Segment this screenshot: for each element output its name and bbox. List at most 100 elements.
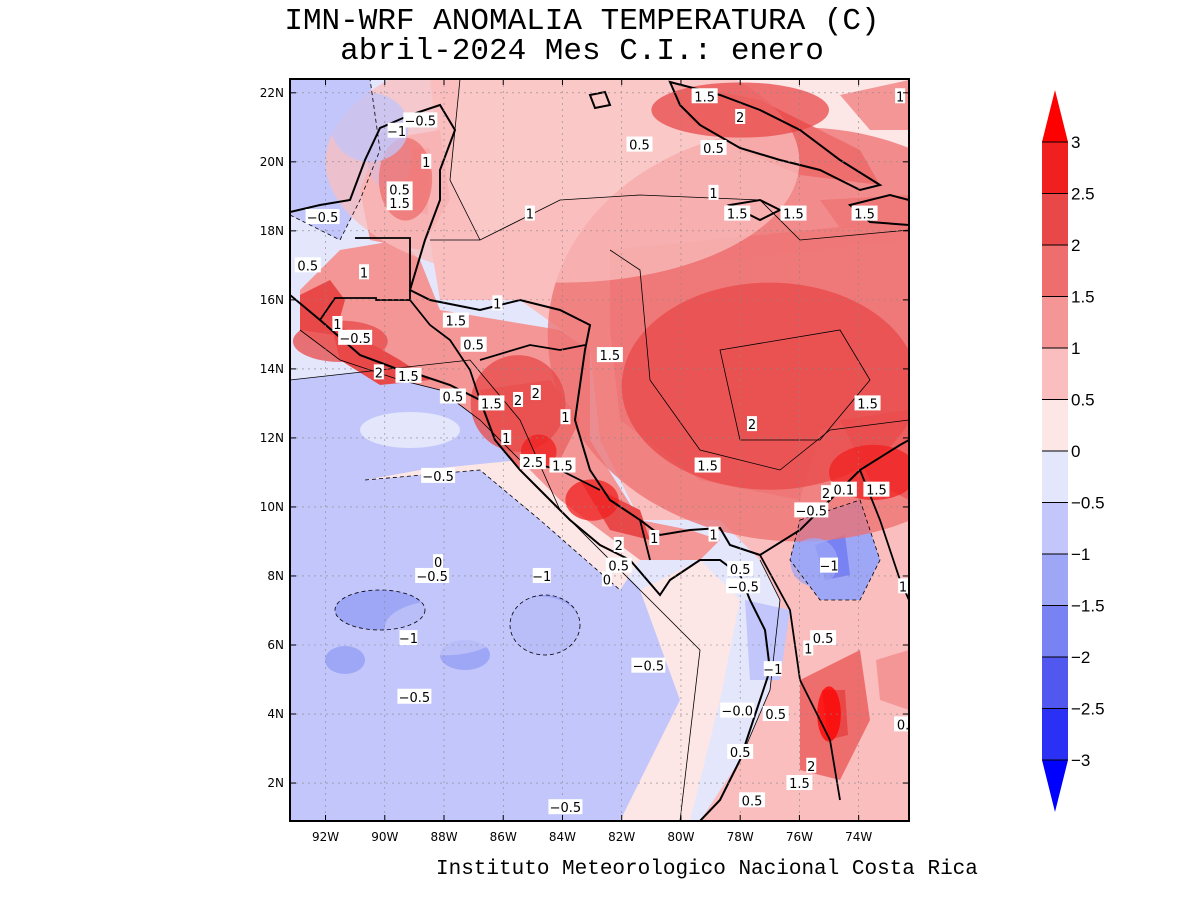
contour-label: 0.5 xyxy=(700,140,727,157)
contour-label-bg xyxy=(460,336,487,352)
contour-label-text: −1 xyxy=(819,560,838,575)
contour-label-bg xyxy=(613,536,624,552)
contour-label: 0.5 xyxy=(460,336,487,354)
y-axis: 22N 20N 18N 16N 14N 12N 10N 8N 6N 4N 2N xyxy=(260,86,909,790)
contour-label-text: 2 xyxy=(748,418,756,433)
contour-label-bg xyxy=(332,316,343,332)
contour-label: 1.5 xyxy=(395,367,422,385)
contour-label-text: 1 xyxy=(561,411,569,426)
contour-label-bg xyxy=(397,688,432,704)
contour-label-text: 0. xyxy=(897,718,909,733)
contour-label-bg xyxy=(708,184,719,200)
contour-label: −0.5 xyxy=(415,567,450,585)
contour-label-bg xyxy=(786,775,813,791)
y-tick-label: 10N xyxy=(260,500,284,514)
contour-label-text: 1 xyxy=(422,156,430,171)
colorbar-under-arrow xyxy=(1042,760,1068,812)
anomaly-blob-costa-rica-caribbean xyxy=(565,479,619,521)
contour-label-bg xyxy=(305,209,340,225)
contour-label: 1.5 xyxy=(851,205,878,223)
contour-label-text: 0.5 xyxy=(297,259,318,274)
contour-label: 1 xyxy=(708,184,719,202)
contour-label: −0.5 xyxy=(403,112,438,129)
contour-label: 1.5 xyxy=(478,395,505,412)
contour-label-text: 1.5 xyxy=(789,777,810,792)
contour-label-bg xyxy=(387,122,406,138)
colorbar-segment xyxy=(1042,554,1068,606)
bahamas-warm xyxy=(840,80,909,130)
contour-label-bg xyxy=(780,205,807,221)
contour-label: 0.5 xyxy=(762,706,789,723)
contour-label-text: 0.5 xyxy=(730,563,751,578)
x-tick-label: 74W xyxy=(845,830,872,844)
contour-label-bg xyxy=(895,88,906,104)
map-title-line1: IMN-WRF ANOMALIA TEMPERATURA (C) xyxy=(284,4,880,39)
contour-label-bg xyxy=(631,657,666,673)
contour-label-bg xyxy=(803,640,814,656)
contour-label-bg xyxy=(395,367,422,383)
contour-label-bg xyxy=(403,112,438,128)
contour-label-text: −0.5 xyxy=(399,691,431,706)
x-axis: 92W 90W 88W 86W 84W 82W 80W 78W 76W 74W xyxy=(312,79,872,844)
contour-label-text: 2 xyxy=(514,394,522,409)
colorbar: 3 2.5 2 1.5 1 0.5 0 −0.5 −1 −1.5 −2 −2.5 −3 xyxy=(1042,90,1105,812)
contour-label: 2 xyxy=(735,108,746,126)
contour-label: −0.0 xyxy=(720,702,755,720)
contour-label: 1 xyxy=(421,153,432,171)
contour-label-bg xyxy=(727,561,754,577)
x-tick-label: 92W xyxy=(312,830,339,844)
contour-label-text: −0.5 xyxy=(550,801,582,816)
contour-label-bg xyxy=(386,181,413,197)
contour-label-text: 0.5 xyxy=(765,708,786,723)
contour-label: 2 xyxy=(613,536,624,554)
colorbar-label: −1.5 xyxy=(1071,597,1105,616)
contour-label-text: 1 xyxy=(899,580,907,595)
contour-label-text: 1 xyxy=(526,208,534,223)
contour-label-text: 1 xyxy=(650,532,658,547)
pacific-cold-blob-4 xyxy=(325,646,365,674)
contour-label-bg xyxy=(763,661,782,677)
contour-label-text: 2 xyxy=(615,539,623,554)
contour-label-bg xyxy=(649,530,660,546)
contour-label-text: 2 xyxy=(736,111,744,126)
contour-label-text: 1.5 xyxy=(697,460,718,475)
contour-label-text: 2.5 xyxy=(523,456,544,471)
y-tick-label: 8N xyxy=(267,569,284,583)
contour-label-bg xyxy=(708,526,719,542)
contour-label-text: −0.5 xyxy=(339,332,371,347)
contour-line xyxy=(290,79,381,241)
colorbar-segment xyxy=(1042,348,1068,400)
contour-label: 2 xyxy=(530,385,541,402)
y-tick-label: 20N xyxy=(260,155,284,169)
y-tick-label: 4N xyxy=(267,707,284,721)
choco-cold xyxy=(745,600,790,680)
colorbar-segment xyxy=(1042,605,1068,657)
contour-label-bg xyxy=(762,706,789,722)
contour-label-text: −1 xyxy=(387,125,406,140)
contour-label: 2.5 xyxy=(519,454,546,471)
contour-label: 1 xyxy=(492,295,503,312)
contour-label: 1.5 xyxy=(694,457,721,475)
panama-bight-warm xyxy=(620,560,740,821)
colorbar-label: 1.5 xyxy=(1071,288,1095,307)
contour-label: 2 xyxy=(373,364,384,381)
contour-label: −1 xyxy=(532,567,551,585)
colorbar-segment xyxy=(1042,142,1068,194)
contour-line xyxy=(609,249,909,471)
contour-label: 1 xyxy=(898,578,909,595)
contour-label-bg xyxy=(294,257,321,273)
contour-label-text: −0.5 xyxy=(727,580,759,595)
credit-text: Instituto Meteorologico Nacional Costa R… xyxy=(436,858,978,881)
contour-label-text: 2 xyxy=(807,760,815,775)
contour-label-bg xyxy=(851,205,878,221)
contour-label-text: −1 xyxy=(763,663,782,678)
contour-label: 0.5 xyxy=(727,743,754,761)
contour-label: 0. xyxy=(894,716,909,733)
nicaragua-border xyxy=(479,344,586,361)
contour-label: −0.5 xyxy=(631,657,666,675)
contour-label-text: 1.5 xyxy=(446,315,467,330)
contour-label-bg xyxy=(898,578,909,594)
contour-label-bg xyxy=(513,391,524,407)
contour-label-text: 0.5 xyxy=(703,142,724,157)
